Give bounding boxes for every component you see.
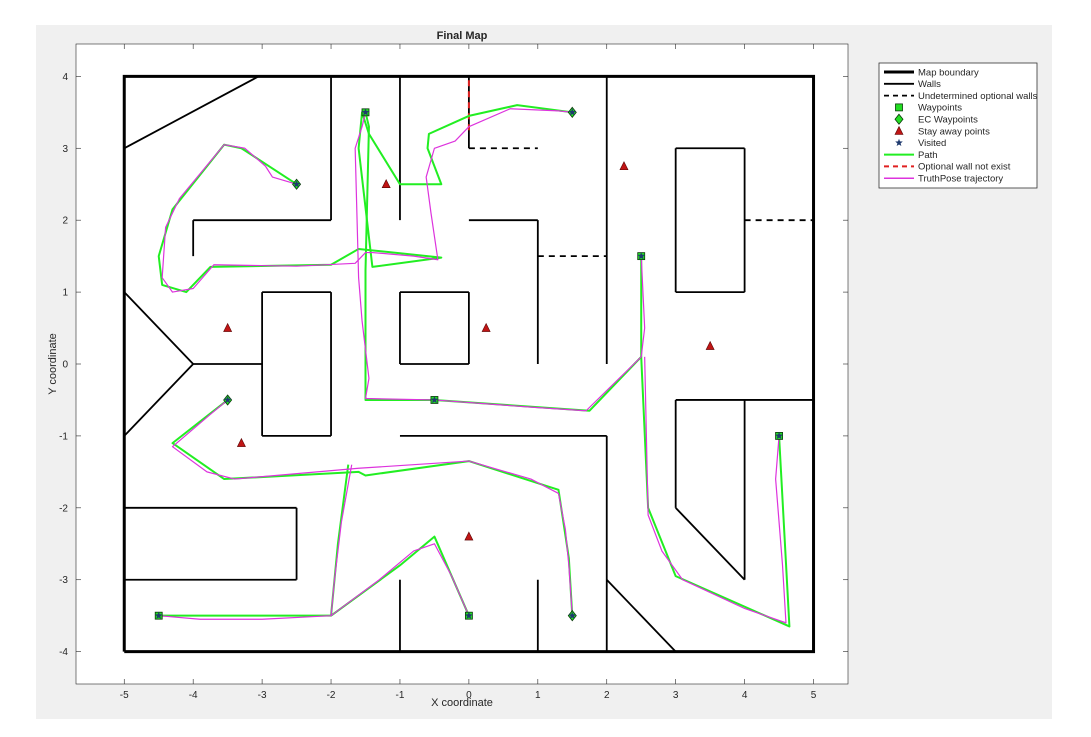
plot-figure: Final Map X coordinate Y coordinate -5 -4… — [47, 30, 1038, 709]
chart-title: Final Map — [437, 30, 488, 42]
wall — [123, 75, 260, 150]
stay-away-marker — [381, 179, 391, 189]
legend-label: TruthPose trajectory — [918, 174, 1003, 185]
x-tick-label: -5 — [120, 690, 129, 701]
path-line — [640, 356, 791, 628]
y-tick-label: -2 — [59, 503, 68, 514]
wall — [123, 291, 194, 365]
wall — [606, 579, 677, 653]
figure-window: Final Map X coordinate Y coordinate -5 -4… — [36, 25, 1052, 719]
stay-away-marker — [481, 322, 491, 332]
y-tick-label: 2 — [62, 216, 68, 227]
x-tick-label: -4 — [189, 690, 198, 701]
markers-layer — [154, 106, 783, 622]
legend-label: Optional wall not exist — [918, 162, 1011, 173]
legend-label: Undetermined optional walls — [918, 91, 1038, 102]
y-tick-label: -3 — [59, 575, 68, 586]
y-tick-label: 4 — [62, 72, 68, 83]
legend-label: Walls — [918, 79, 941, 90]
axis-ticks: -5 -4 -3 -2 -1 0 1 2 3 4 5 -4 -3 -2 -1 0 1 2 3 4 — [59, 43, 849, 701]
visited-marker — [465, 611, 473, 619]
visited-marker — [637, 252, 646, 260]
legend-swatch-stay-away — [894, 125, 904, 135]
x-tick-label: 3 — [673, 690, 679, 701]
wall — [675, 507, 746, 581]
wall — [123, 363, 194, 437]
legend-label: EC Waypoints — [918, 115, 978, 126]
truthpose-line — [330, 543, 470, 617]
x-tick-label: -2 — [327, 690, 336, 701]
y-axis-label: Y coordinate — [47, 333, 59, 395]
y-tick-label: 1 — [62, 288, 68, 299]
legend-label: Waypoints — [918, 103, 962, 114]
stay-away-marker — [464, 531, 474, 541]
legend-swatch-visited — [895, 138, 903, 147]
visited-marker — [568, 108, 577, 116]
stay-away-marker — [619, 161, 629, 171]
x-tick-label: 5 — [811, 690, 817, 701]
y-tick-label: -1 — [59, 431, 68, 442]
x-tick-label: 4 — [742, 690, 748, 701]
stay-away-marker — [236, 437, 246, 447]
truthpose-line — [644, 356, 787, 624]
legend-label: Path — [918, 150, 938, 161]
visited-marker — [568, 611, 577, 619]
x-axis-label: X coordinate — [431, 697, 493, 709]
legend-label: Visited — [918, 138, 946, 149]
visited-marker — [361, 108, 370, 116]
y-tick-label: -4 — [59, 647, 68, 658]
legend-swatch-ec-waypoint — [894, 113, 904, 125]
truthpose-line — [161, 108, 573, 293]
walls-layer — [122, 74, 816, 654]
x-tick-label: -1 — [396, 690, 405, 701]
visited-marker — [223, 395, 232, 404]
path-line — [364, 112, 643, 412]
stay-away-marker — [223, 322, 233, 332]
y-tick-label: 0 — [62, 360, 68, 371]
x-tick-label: 2 — [604, 690, 610, 701]
legend-label: Map boundary — [918, 67, 979, 78]
visited-marker — [775, 431, 783, 440]
visited-marker — [154, 611, 163, 619]
visited-marker — [430, 395, 439, 404]
stay-away-marker — [705, 340, 715, 350]
y-tick-label: 3 — [62, 144, 68, 155]
series-layer — [157, 104, 791, 628]
visited-marker — [292, 180, 301, 188]
legend-swatch-waypoint — [895, 103, 903, 112]
legend-label: Stay away points — [918, 126, 990, 137]
x-tick-label: -3 — [258, 690, 267, 701]
truthpose-line — [354, 112, 646, 412]
truthpose-line — [171, 399, 573, 616]
x-tick-label: 1 — [535, 690, 541, 701]
x-tick-label: 0 — [466, 690, 472, 701]
axes-box — [75, 43, 849, 685]
map-boundary — [122, 74, 816, 654]
